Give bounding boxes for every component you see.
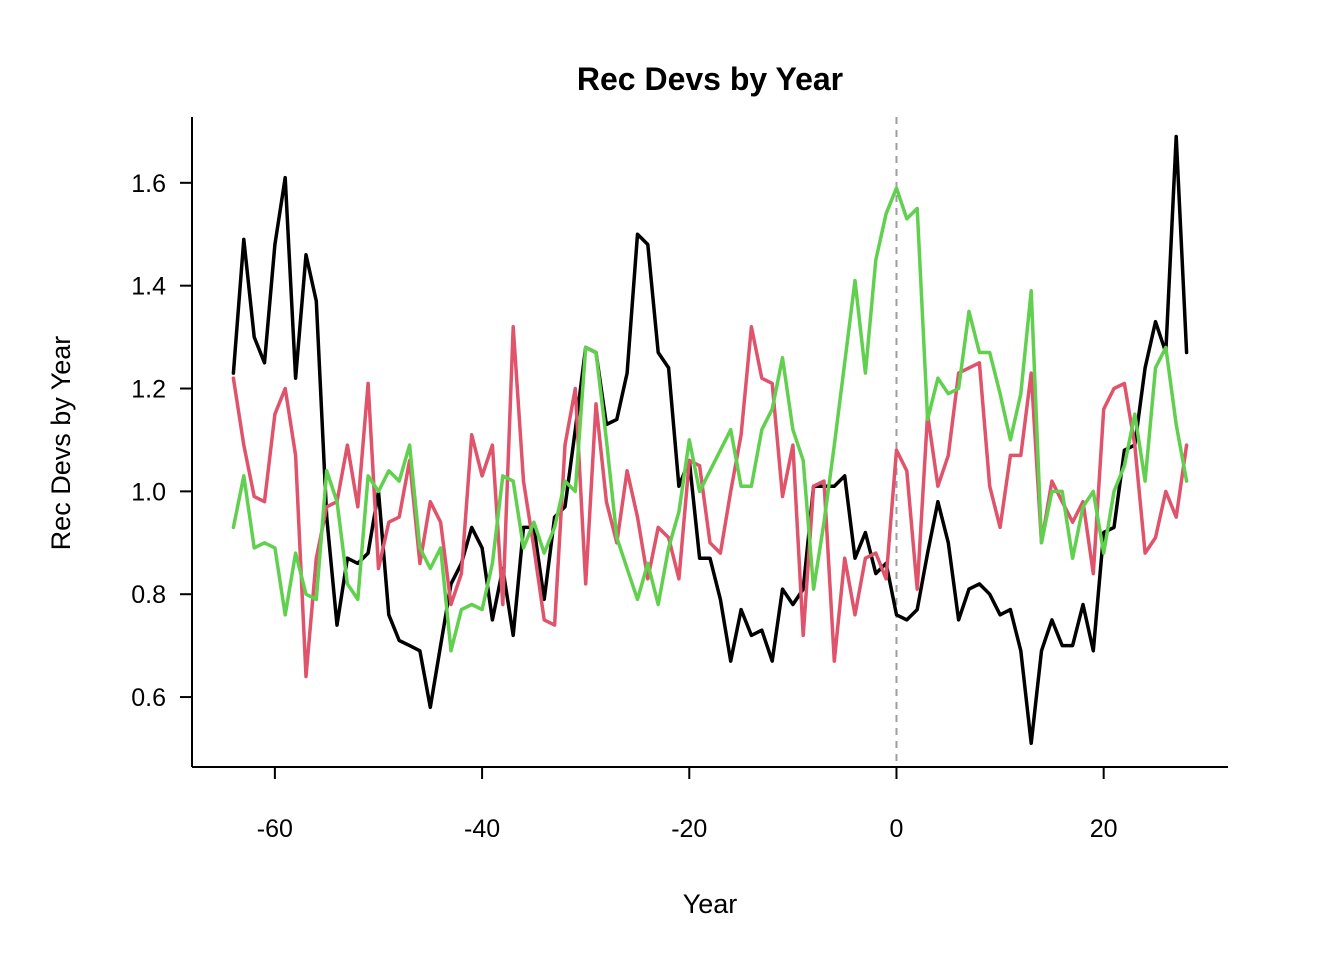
chart-title: Rec Devs by Year: [577, 61, 843, 97]
x-tick-label: -60: [257, 815, 293, 843]
x-axis-label: Year: [683, 889, 738, 919]
series-line-3: [231, 186, 1189, 653]
y-tick-label: 0.6: [131, 684, 166, 712]
y-tick-label: 1.6: [131, 170, 166, 198]
y-tick-label: 0.8: [131, 581, 166, 609]
plot-area: [231, 117, 1189, 767]
y-tick-label: 1.0: [131, 478, 166, 506]
y-axis: 0.6 0.8 1.0 1.2 1.4 1.6: [131, 117, 193, 767]
x-tick-label: -40: [464, 815, 500, 843]
y-tick-label: 1.4: [131, 273, 166, 301]
y-axis-label: Rec Devs by Year: [46, 336, 76, 551]
x-tick-label: 20: [1090, 815, 1118, 843]
series-line-2: [231, 325, 1189, 679]
series-line-1: [231, 134, 1189, 746]
x-tick-label: 0: [890, 815, 904, 843]
y-tick-label: 1.2: [131, 376, 166, 404]
x-tick-label: -20: [671, 815, 707, 843]
x-axis: -60 -40 -20 0 20: [192, 766, 1228, 843]
